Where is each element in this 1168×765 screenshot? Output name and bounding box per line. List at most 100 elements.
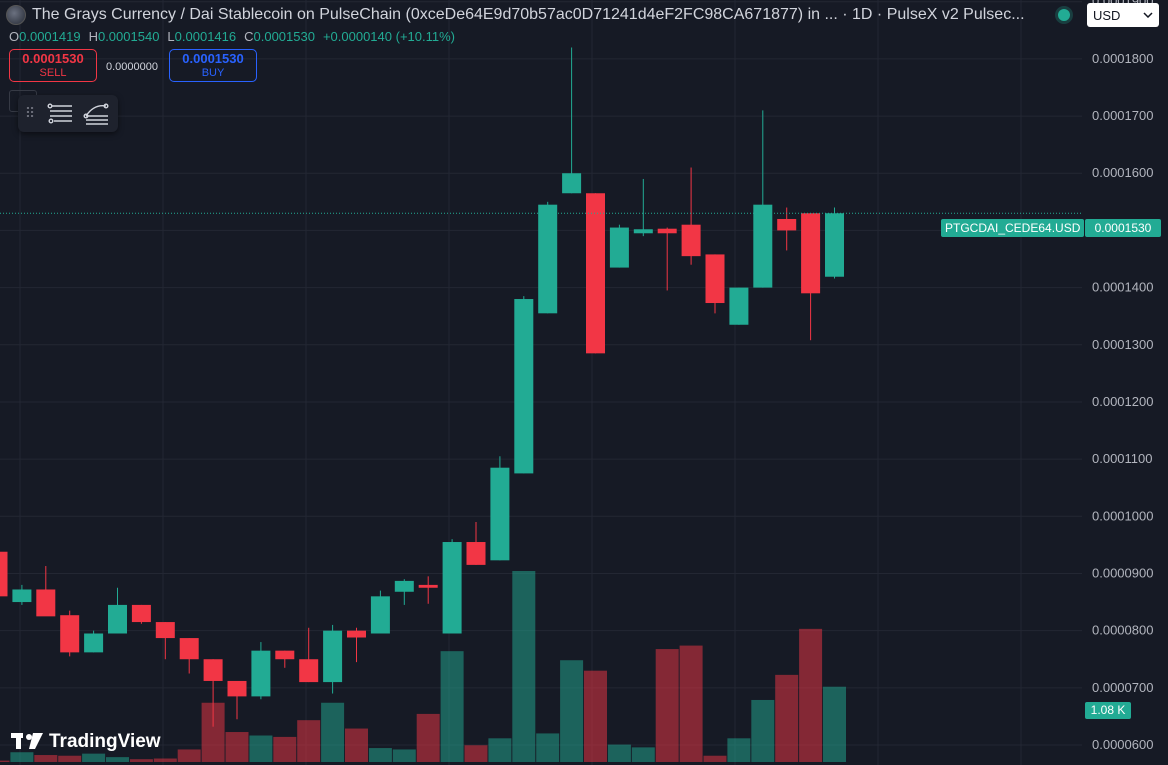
low-value: 0.0001416 <box>174 29 237 44</box>
volume-bar <box>512 571 536 762</box>
candle-body <box>681 224 701 257</box>
candle-body <box>0 551 8 597</box>
volume-bar <box>129 759 153 762</box>
volume-bar <box>775 674 799 762</box>
currency-select[interactable]: USD <box>1087 3 1159 27</box>
curve-tool-icon[interactable] <box>78 96 114 132</box>
drag-handle-icon[interactable]: ⠿ <box>24 105 36 121</box>
volume-bar <box>82 753 106 762</box>
candle-body <box>108 604 127 634</box>
open-value: 0.0001419 <box>19 29 81 44</box>
current-price-tag: 0.0001530 <box>1085 219 1161 237</box>
price-tick-label: 0.0001400 <box>1092 280 1153 295</box>
candle <box>131 604 151 624</box>
volume-bar <box>823 686 846 762</box>
candle <box>705 254 725 314</box>
candle <box>36 566 56 617</box>
volume-bar <box>177 749 201 762</box>
candle-body <box>347 630 366 638</box>
candle-body <box>777 218 797 231</box>
price-tick-label: 0.0000600 <box>1092 737 1153 752</box>
candle <box>777 207 797 251</box>
candle-body <box>705 254 725 304</box>
candle-body <box>203 659 223 681</box>
candle <box>466 522 486 565</box>
sell-label: SELL <box>39 66 67 79</box>
volume-bar <box>34 755 58 762</box>
price-tick-label: 0.0000700 <box>1092 680 1153 695</box>
candle <box>370 590 390 634</box>
chart-title: The Grays Currency / Dai Stablecoin on P… <box>32 6 1025 23</box>
volume-bar <box>464 745 488 762</box>
open-label: O <box>9 29 20 44</box>
price-tick-label: 0.0001000 <box>1092 508 1153 523</box>
volume-bars <box>0 571 846 762</box>
logo-text: TradingView <box>49 731 161 752</box>
candle <box>753 110 773 288</box>
candle-body <box>633 229 653 234</box>
candle <box>251 642 271 700</box>
volume-bar <box>584 670 607 762</box>
volume-bar <box>249 735 273 762</box>
candle <box>633 178 653 237</box>
candle <box>84 630 104 653</box>
candle <box>657 227 677 291</box>
price-tick-label: 0.0001200 <box>1092 394 1153 409</box>
candle-body <box>466 542 486 565</box>
chevron-down-icon <box>1143 12 1153 18</box>
volume-bar <box>297 720 321 762</box>
candle <box>586 193 605 354</box>
token-logo-icon <box>6 5 26 25</box>
spread-value: 0.0000000 <box>106 61 158 73</box>
candle-body <box>84 633 104 653</box>
current-volume-tag: 1.08 K <box>1085 702 1131 719</box>
volume-bar <box>416 713 440 762</box>
sell-button[interactable]: 0.0001530 SELL <box>9 49 97 82</box>
candle <box>514 296 534 474</box>
candle <box>609 224 629 268</box>
candle <box>155 622 175 660</box>
volume-bar <box>345 728 368 762</box>
candle-body <box>657 228 677 234</box>
volume-bar <box>368 748 392 762</box>
candle-body <box>753 204 773 288</box>
candle-body <box>179 638 199 660</box>
floating-drawing-toolbar: ⠿ <box>18 95 118 132</box>
candle-body <box>418 584 438 588</box>
horizontal-lines-tool-icon[interactable] <box>42 96 78 132</box>
candle <box>394 579 414 605</box>
candle <box>490 456 510 561</box>
high-value: 0.0001540 <box>97 29 160 44</box>
volume-bar <box>799 628 823 762</box>
candle <box>347 627 366 663</box>
price-tick-label: 0.0001700 <box>1092 108 1153 123</box>
candle-body <box>562 173 582 194</box>
volume-bar <box>153 758 177 762</box>
buy-button[interactable]: 0.0001530 BUY <box>169 49 257 82</box>
candle-body <box>323 630 343 683</box>
price-axis[interactable]: 0.00019000.00018000.00017000.00016000.00… <box>1092 0 1153 752</box>
candle <box>12 584 32 605</box>
candle-body <box>801 213 821 294</box>
candle-body <box>609 227 629 268</box>
candle <box>299 627 319 683</box>
volume-bar <box>560 660 584 762</box>
volume-bar <box>392 749 416 762</box>
volume-bar <box>440 651 464 762</box>
price-tick-label: 0.0001100 <box>1092 451 1153 466</box>
volume-bar <box>321 702 345 762</box>
ohlc-legend: O0.0001419 H0.0001540 L0.0001416 C0.0001… <box>9 29 455 44</box>
market-status-icon[interactable] <box>1058 9 1070 21</box>
tradingview-logo[interactable]: TradingView <box>11 731 161 753</box>
volume-bar <box>631 747 655 762</box>
candle-body <box>825 213 844 277</box>
candle <box>179 638 199 674</box>
volume-bar <box>679 645 703 762</box>
volume-bar <box>488 738 512 762</box>
volume-bar <box>106 757 129 762</box>
close-value: 0.0001530 <box>253 29 315 44</box>
symbol-label-tag: PTGCDAI_CEDE64.USD <box>941 219 1085 237</box>
price-tick-label: 0.0000900 <box>1092 565 1153 580</box>
volume-bar <box>225 732 249 762</box>
